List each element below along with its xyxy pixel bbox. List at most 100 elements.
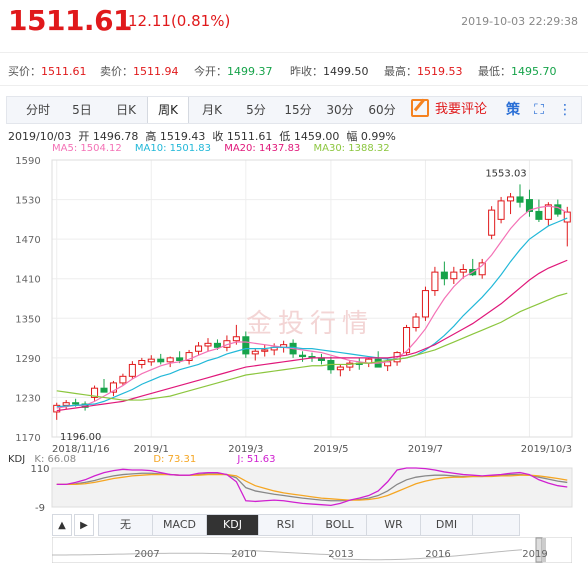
indicator-tabs: 无 MACD KDJ RSI BOLL WR DMI [98, 514, 520, 536]
navigator-frame [52, 537, 572, 563]
candle-body [336, 366, 344, 371]
quote-bar: 买价：1511.61 卖价：1511.94 今开：1499.37 昨收：1499… [0, 52, 588, 86]
candle-body [195, 345, 203, 352]
y-tick-label: 1410 [15, 275, 40, 286]
tab-intraday[interactable]: 分时 [25, 103, 50, 117]
more-icon[interactable]: ⋮ [558, 102, 572, 118]
tab-15min[interactable]: 15分 [284, 103, 312, 117]
tab-monthly[interactable]: 月K [202, 103, 222, 117]
ma10-label: MA10: 1501.83 [134, 143, 212, 154]
candle-body [242, 336, 250, 355]
ma20-line [56, 259, 568, 412]
indicator-boll[interactable]: BOLL [313, 515, 367, 535]
kdj-panel [51, 467, 573, 508]
kdj-axis-bottom: -9 [35, 503, 45, 512]
strategy-icon[interactable]: 策 [506, 102, 520, 118]
navigator-year-label: 2019 [522, 549, 547, 560]
candle-body [232, 336, 240, 342]
candle-body [516, 196, 524, 203]
ma20-label: MA20: 1437.83 [224, 143, 301, 154]
kdj-axis-top: 110 [30, 464, 49, 475]
candle-body [138, 359, 146, 365]
comment-button[interactable]: 我要评论 [411, 97, 487, 123]
kline-chart[interactable]: 1590 1530 1470 1410 1350 1290 1230 1170 金投行情 1553… [0, 150, 588, 512]
candle-body [507, 196, 515, 202]
candle-body [166, 357, 174, 363]
tab-30min[interactable]: 30分 [326, 103, 354, 117]
candle-body [450, 271, 458, 280]
kdj-legend: KDJ K: 66.08 D: 73.31 J: 51.63 [8, 454, 294, 465]
candle-body [91, 387, 99, 398]
navigator-line [52, 549, 523, 561]
buy-price: 买价：1511.61 [8, 65, 87, 78]
candle-body [525, 199, 533, 212]
candle-body [213, 342, 221, 348]
y-tick-label: 1350 [15, 314, 40, 325]
ma5-label: MA5: 1504.12 [52, 143, 122, 154]
indicator-kdj[interactable]: KDJ [207, 515, 259, 535]
candle-body [251, 350, 259, 355]
y-tick-label: 1470 [15, 235, 40, 246]
prev-close: 昨收：1499.50 [290, 65, 369, 78]
candle-body [109, 382, 117, 393]
tab-daily[interactable]: 日K [116, 103, 136, 117]
timestamp: 2019-10-03 22:29:38 [461, 15, 578, 28]
watermark: 金投行情 [246, 309, 374, 339]
candle-body [185, 352, 193, 361]
candle-body [431, 271, 439, 292]
max-price-label: 1553.03 [485, 168, 526, 179]
plot-border [51, 159, 573, 438]
candle-body [535, 210, 543, 220]
y-tick-label: 1290 [15, 354, 40, 365]
candle-body [261, 349, 269, 352]
scroll-left-icon[interactable]: ▲ [52, 514, 72, 536]
candle-body [100, 387, 108, 393]
candle-body [346, 362, 354, 368]
open-price: 今开：1499.37 [194, 65, 273, 78]
candle-body [459, 268, 467, 273]
candle-body [72, 402, 80, 405]
price-header: 1511.61 12.11(0.81%) 2019-10-03 22:29:38 [0, 0, 588, 52]
candle-body [412, 316, 420, 329]
candle-body [497, 200, 505, 220]
ma10-line [56, 217, 568, 408]
tab-weekly[interactable]: 周K [147, 97, 189, 123]
candle-body [488, 209, 496, 236]
tab-5day[interactable]: 5日 [72, 103, 92, 117]
period-tabs: 分时 5日 日K 周K 月K 5分 15分 30分 60分 我要评论 策 ⛶ ⋮ [6, 96, 582, 124]
y-tick-label: 1230 [15, 393, 40, 404]
indicator-dmi[interactable]: DMI [421, 515, 473, 535]
kdj-j-value: J: 51.63 [237, 454, 276, 465]
candle-body [403, 327, 411, 354]
navigator-year-label: 2013 [328, 549, 353, 560]
tab-5min[interactable]: 5分 [246, 103, 266, 117]
indicator-macd[interactable]: MACD [153, 515, 207, 535]
candle-body [299, 354, 307, 358]
candle-body [554, 204, 562, 215]
candle-body [204, 342, 212, 347]
candle-body [147, 358, 155, 363]
indicator-rsi[interactable]: RSI [259, 515, 313, 535]
time-navigator[interactable]: 2007 2010 2013 2016 2019 [52, 537, 572, 563]
x-tick-label: 2018/11/16 [52, 444, 110, 455]
candle-body [563, 211, 571, 223]
kdj-d-value: D: 73.31 [153, 454, 197, 465]
scroll-right-icon[interactable]: ▶ [74, 514, 94, 536]
candle-body [478, 262, 486, 276]
x-tick-label: 2019/1 [134, 444, 169, 455]
sell-price: 卖价：1511.94 [100, 65, 179, 78]
fullscreen-icon[interactable]: ⛶ [534, 102, 544, 118]
low-price: 最低：1495.70 [478, 65, 557, 78]
indicator-wr[interactable]: WR [367, 515, 421, 535]
edit-icon [411, 99, 429, 117]
tab-60min[interactable]: 60分 [368, 103, 396, 117]
candle-body [157, 358, 165, 363]
price-change: 12.11(0.81%) [128, 12, 231, 30]
y-tick-label: 1530 [15, 196, 40, 207]
navigator-window [542, 538, 546, 562]
y-tick-label: 1590 [15, 156, 40, 167]
indicator-none[interactable]: 无 [99, 515, 153, 535]
current-price: 1511.61 [8, 4, 133, 37]
kdj-k-value: K: 66.08 [34, 454, 77, 465]
y-tick-label: 1170 [15, 433, 40, 444]
